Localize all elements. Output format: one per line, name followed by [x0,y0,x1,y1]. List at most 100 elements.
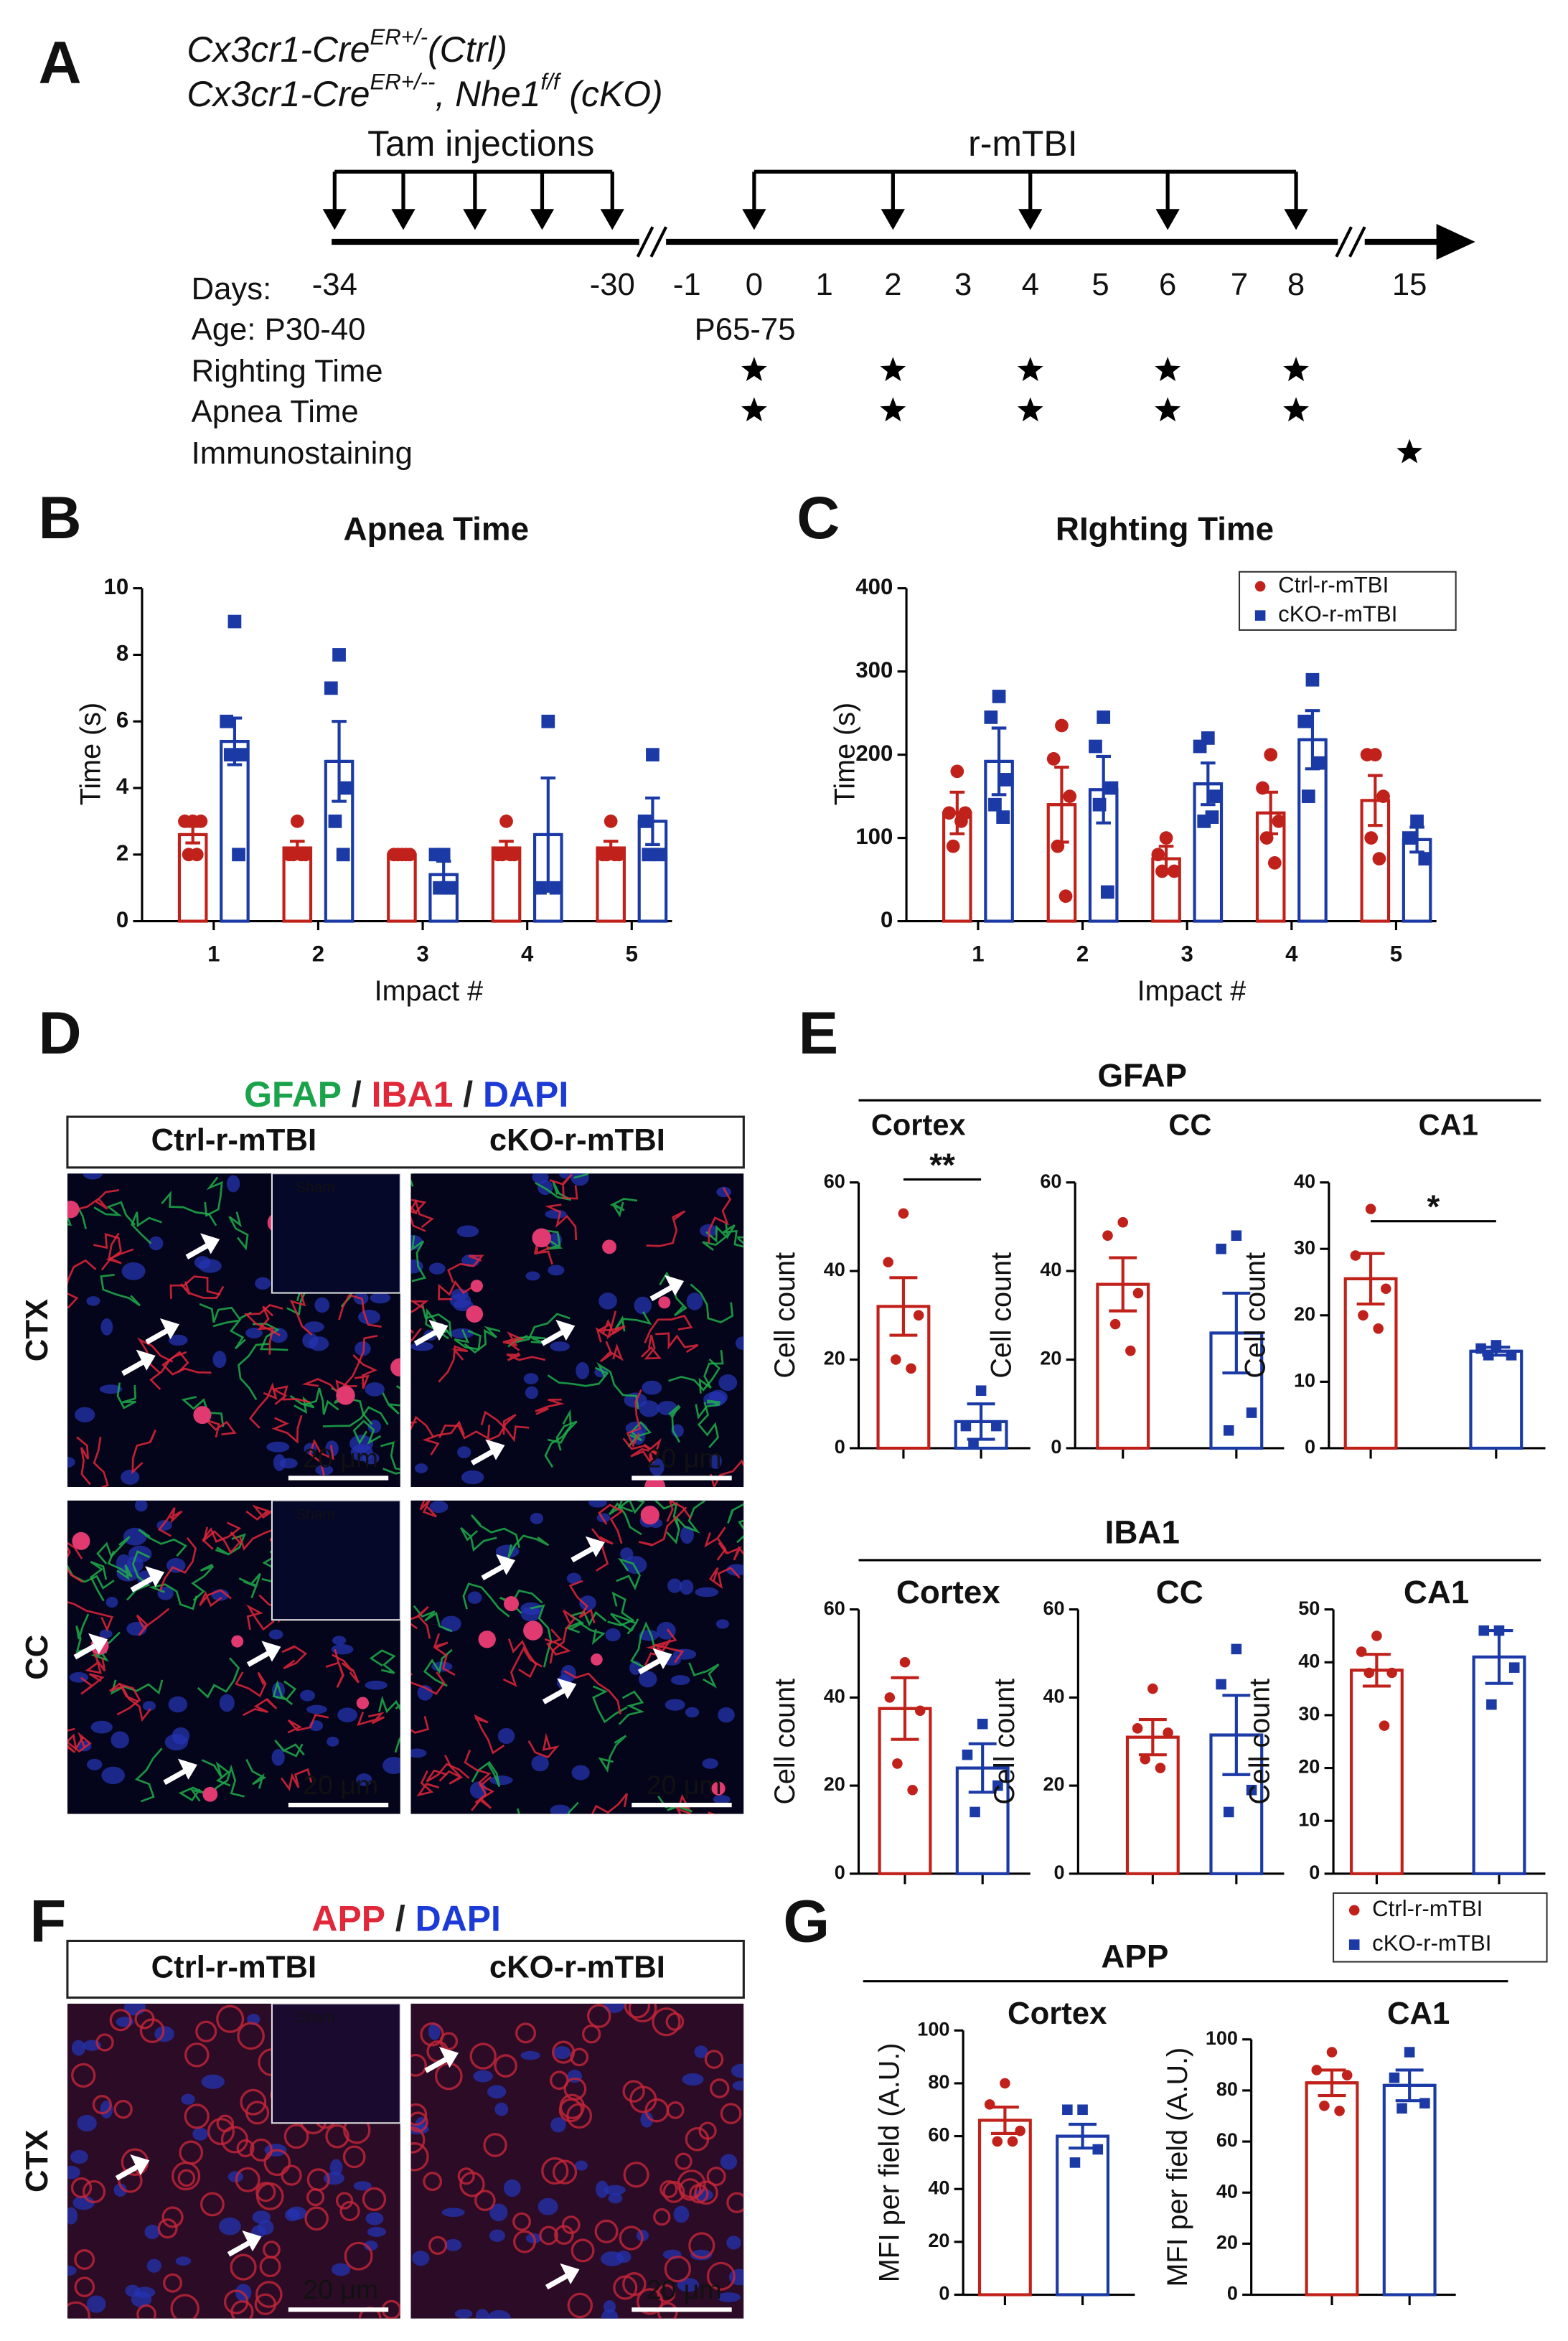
nucleus [192,2127,208,2141]
y-tick-label: 60 [1216,2129,1238,2151]
nucleus [164,1734,189,1751]
nucleus [266,1441,290,1453]
nucleus [304,1321,324,1333]
data-point [232,848,245,862]
app-cell [162,2273,182,2293]
data-point [194,815,208,828]
app-cell [613,2275,638,2300]
process [136,1608,170,1636]
process [202,1521,242,1550]
bar [1469,1349,1524,1450]
data-point [1389,2072,1400,2083]
nucleus [142,1701,156,1712]
legend-marker [1254,610,1266,621]
data-point [1246,1407,1257,1418]
tam-bracket-arrowhead [322,209,347,230]
app-cell [420,2022,444,2047]
y-tick-label: 20 [1298,1756,1320,1778]
bar [1046,803,1077,923]
panel-letter: G [783,1888,830,1955]
data-point [946,839,960,853]
y-tick-label: 4 [116,774,129,799]
y-tick-label: 0 [1051,1436,1061,1458]
data-point [1478,1625,1490,1636]
y-tick-label: 50 [1298,1598,1320,1619]
data-point [1371,1631,1382,1641]
app-cell [515,2022,537,2044]
data-point [1363,1667,1375,1679]
process [596,1361,639,1409]
app-cell [539,2225,559,2246]
process [322,1406,389,1427]
y-tick-label: 0 [1309,1862,1320,1883]
data-point [899,1656,911,1668]
app-cell [306,2188,325,2207]
app-cell [263,2149,291,2177]
app-cell [410,2053,427,2077]
inset [271,2003,400,2124]
y-tick-label: 20 [1043,1773,1065,1795]
arrow-head [242,2230,262,2252]
data-point [340,781,355,795]
app-cell [688,2232,715,2259]
chart-title: RIghting Time [1056,511,1274,548]
panel-letter: A [38,29,81,96]
arrow-head [200,1233,220,1254]
nucleus [365,1382,385,1397]
process [252,1323,288,1351]
process [547,1420,578,1451]
data-point [1117,1216,1129,1228]
process [215,1533,246,1556]
process [410,1198,427,1215]
micrograph [410,2003,744,2319]
process [76,1436,91,1486]
header-box [66,1115,745,1169]
app-cell [95,2033,114,2052]
row-label: CTX [19,2130,55,2192]
x-axis-label: Impact # [375,975,484,1007]
group-title: GFAP [1098,1057,1188,1094]
process [90,1631,121,1662]
arrow-head [560,2263,580,2284]
process [708,1811,716,1814]
process [338,1294,382,1328]
y-tick-label: 0 [1227,2283,1238,2304]
data-point [942,806,956,820]
app-cell [662,2180,685,2203]
app-cell [134,2009,155,2030]
legend-marker [1348,1939,1360,1950]
nucleus [219,1694,235,1712]
data-point [533,881,547,895]
app-cell [581,2025,601,2044]
data-point [906,1363,916,1374]
data-point [1046,752,1061,766]
error-bar [957,1742,1008,1794]
process [419,1500,437,1518]
data-point [227,614,242,629]
data-point [1350,1250,1361,1261]
nucleus [731,2063,744,2078]
y-axis-label: MFI per field (A.U.) [1162,2047,1193,2287]
legend-label: Ctrl-r-mTBI [1278,572,1389,597]
data-point [992,690,1006,703]
genotype-text: , Nhe1 [435,74,540,114]
chart-title: Cortex [1008,1996,1107,2031]
process [96,1536,131,1564]
nucleus [252,2210,271,2224]
process [610,1613,639,1635]
process [67,1600,113,1632]
app-cell [74,2276,95,2297]
nucleus [86,2295,106,2313]
app-cell [720,2103,742,2124]
app-cell [657,2284,676,2303]
y-tick-label: 0 [116,907,128,932]
process [204,1176,223,1217]
y-tick-label: 100 [1206,2027,1238,2049]
nucleus [67,2165,80,2180]
age-label: P65-75 [695,311,796,347]
data-point [892,1758,903,1769]
app-cell [652,2007,681,2037]
y-axis-label: Time (s) [829,703,860,805]
app-cell [570,2047,589,2067]
data-point [1193,739,1207,754]
